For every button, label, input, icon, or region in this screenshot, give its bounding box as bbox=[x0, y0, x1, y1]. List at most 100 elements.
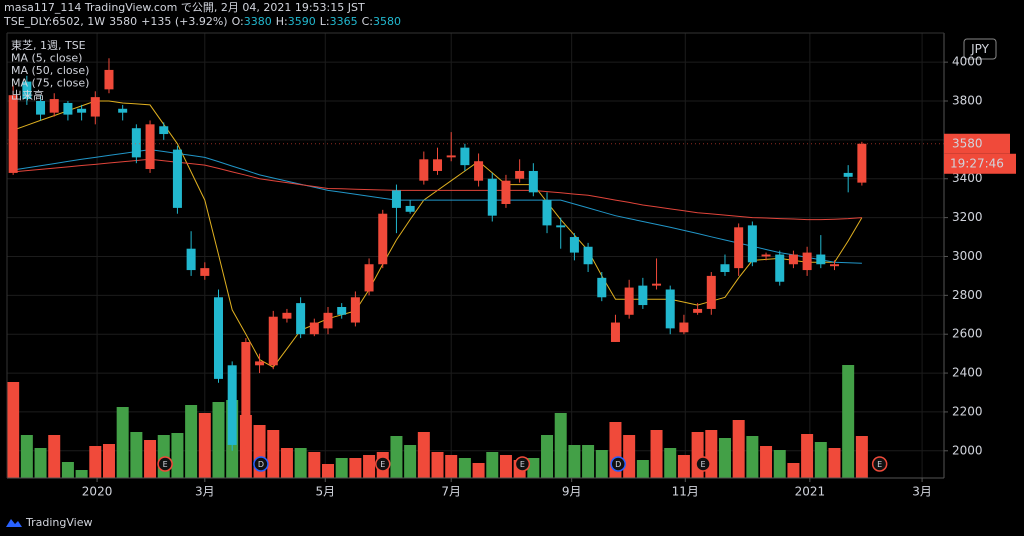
candle-body bbox=[433, 159, 443, 171]
volume-bar bbox=[568, 445, 581, 478]
candle-body bbox=[747, 225, 757, 263]
candle-body bbox=[296, 303, 306, 335]
event-label: E bbox=[877, 460, 882, 469]
volume-bar bbox=[308, 452, 321, 478]
candle-body bbox=[49, 99, 59, 113]
header-part: 3580 bbox=[373, 15, 401, 28]
header-line2: TSE_DLY:6502, 1W 3580 +135 (+3.92%) O:3380 H… bbox=[3, 15, 401, 28]
legend-entry: MA (50, close) bbox=[11, 64, 89, 77]
candle-body bbox=[569, 237, 579, 253]
event-marker bbox=[610, 456, 626, 472]
volume-bar bbox=[171, 433, 184, 478]
candle-body bbox=[391, 190, 401, 208]
header-part: +135 (+3.92%) bbox=[141, 15, 227, 28]
volume-bar bbox=[363, 455, 376, 478]
candle-body bbox=[720, 264, 730, 273]
volume-bar bbox=[787, 463, 800, 478]
candle-body bbox=[268, 316, 278, 366]
y-tick-label: 2400 bbox=[952, 366, 983, 380]
x-tick-label: 2021 bbox=[795, 485, 826, 499]
candle-body bbox=[652, 283, 662, 286]
branding: TradingView bbox=[6, 516, 92, 529]
volume-bar bbox=[48, 435, 61, 478]
moving-average bbox=[13, 149, 862, 264]
volume-bar bbox=[144, 440, 157, 478]
currency-badge[interactable] bbox=[963, 38, 997, 60]
candle-body bbox=[693, 308, 703, 313]
candle-body bbox=[77, 108, 87, 113]
candle-body bbox=[734, 227, 744, 269]
candle-body bbox=[775, 254, 785, 282]
y-tick-label: 4000 bbox=[952, 55, 983, 69]
candle-body bbox=[8, 95, 18, 173]
candle-body bbox=[501, 180, 511, 205]
header-part: O: bbox=[232, 15, 244, 28]
volume-bar bbox=[732, 420, 745, 478]
volume-bar bbox=[20, 435, 33, 478]
header-part: 3580 bbox=[109, 15, 137, 28]
event-marker bbox=[157, 456, 173, 472]
volume-bar bbox=[102, 444, 115, 478]
volume-bar bbox=[760, 446, 773, 478]
candle-body bbox=[515, 170, 525, 179]
volume-bar bbox=[486, 452, 499, 478]
moving-average bbox=[13, 158, 862, 221]
volume-bar bbox=[636, 460, 649, 478]
header-part: C: bbox=[362, 15, 373, 28]
event-marker bbox=[375, 456, 391, 472]
candle-body bbox=[556, 225, 566, 228]
candle-body bbox=[213, 297, 223, 379]
candle-body bbox=[186, 248, 196, 271]
volume-bar bbox=[267, 430, 280, 478]
x-tick-label: 7月 bbox=[441, 485, 461, 499]
candle-body bbox=[706, 275, 716, 309]
volume-bar bbox=[595, 450, 608, 478]
header-part: H: bbox=[276, 15, 288, 28]
candle-body bbox=[638, 285, 648, 306]
volume-bar bbox=[417, 432, 430, 478]
y-tick-label: 3800 bbox=[952, 94, 983, 108]
y-tick-label: 2200 bbox=[952, 404, 983, 418]
legend-entry: MA (5, close) bbox=[11, 52, 82, 65]
last-price-box bbox=[944, 133, 1010, 154]
candle-body bbox=[159, 126, 169, 135]
volume-bar bbox=[705, 430, 718, 478]
header-part: 3365 bbox=[330, 15, 358, 28]
x-tick-label: 9月 bbox=[562, 485, 582, 499]
y-tick-label: 3400 bbox=[952, 171, 983, 185]
volume-bar bbox=[34, 448, 47, 478]
volume-bar bbox=[185, 405, 198, 478]
event-marker bbox=[695, 456, 711, 472]
x-tick-label: 2020 bbox=[82, 485, 113, 499]
volume-bar bbox=[527, 458, 540, 478]
candle-body bbox=[282, 312, 292, 319]
last-price-label: 3580 bbox=[952, 136, 983, 150]
event-label: D bbox=[258, 460, 264, 469]
volume-bar bbox=[61, 462, 74, 478]
candle-body bbox=[350, 297, 360, 323]
candle-body bbox=[665, 289, 675, 329]
volume-bar bbox=[89, 446, 102, 478]
branding-text: TradingView bbox=[25, 516, 92, 529]
volume-bar bbox=[458, 458, 471, 478]
volume-bar bbox=[390, 436, 403, 478]
candle-body bbox=[255, 361, 265, 366]
x-tick-label: 11月 bbox=[672, 485, 699, 499]
x-tick-label: 5月 bbox=[315, 485, 335, 499]
candle-body bbox=[843, 172, 853, 177]
volume-bar bbox=[677, 455, 690, 478]
volume-bar bbox=[623, 435, 636, 478]
candle-body bbox=[364, 264, 374, 292]
candle-body bbox=[378, 213, 388, 265]
volume-bar bbox=[431, 452, 444, 478]
candle-body bbox=[104, 69, 114, 90]
header-part: 3380 bbox=[244, 15, 272, 28]
currency[interactable]: JPY bbox=[970, 42, 990, 56]
candle-body bbox=[419, 159, 429, 181]
candle-body bbox=[241, 341, 251, 445]
event-marker bbox=[514, 456, 531, 472]
logo bbox=[6, 519, 22, 527]
volume-bar bbox=[404, 445, 417, 478]
